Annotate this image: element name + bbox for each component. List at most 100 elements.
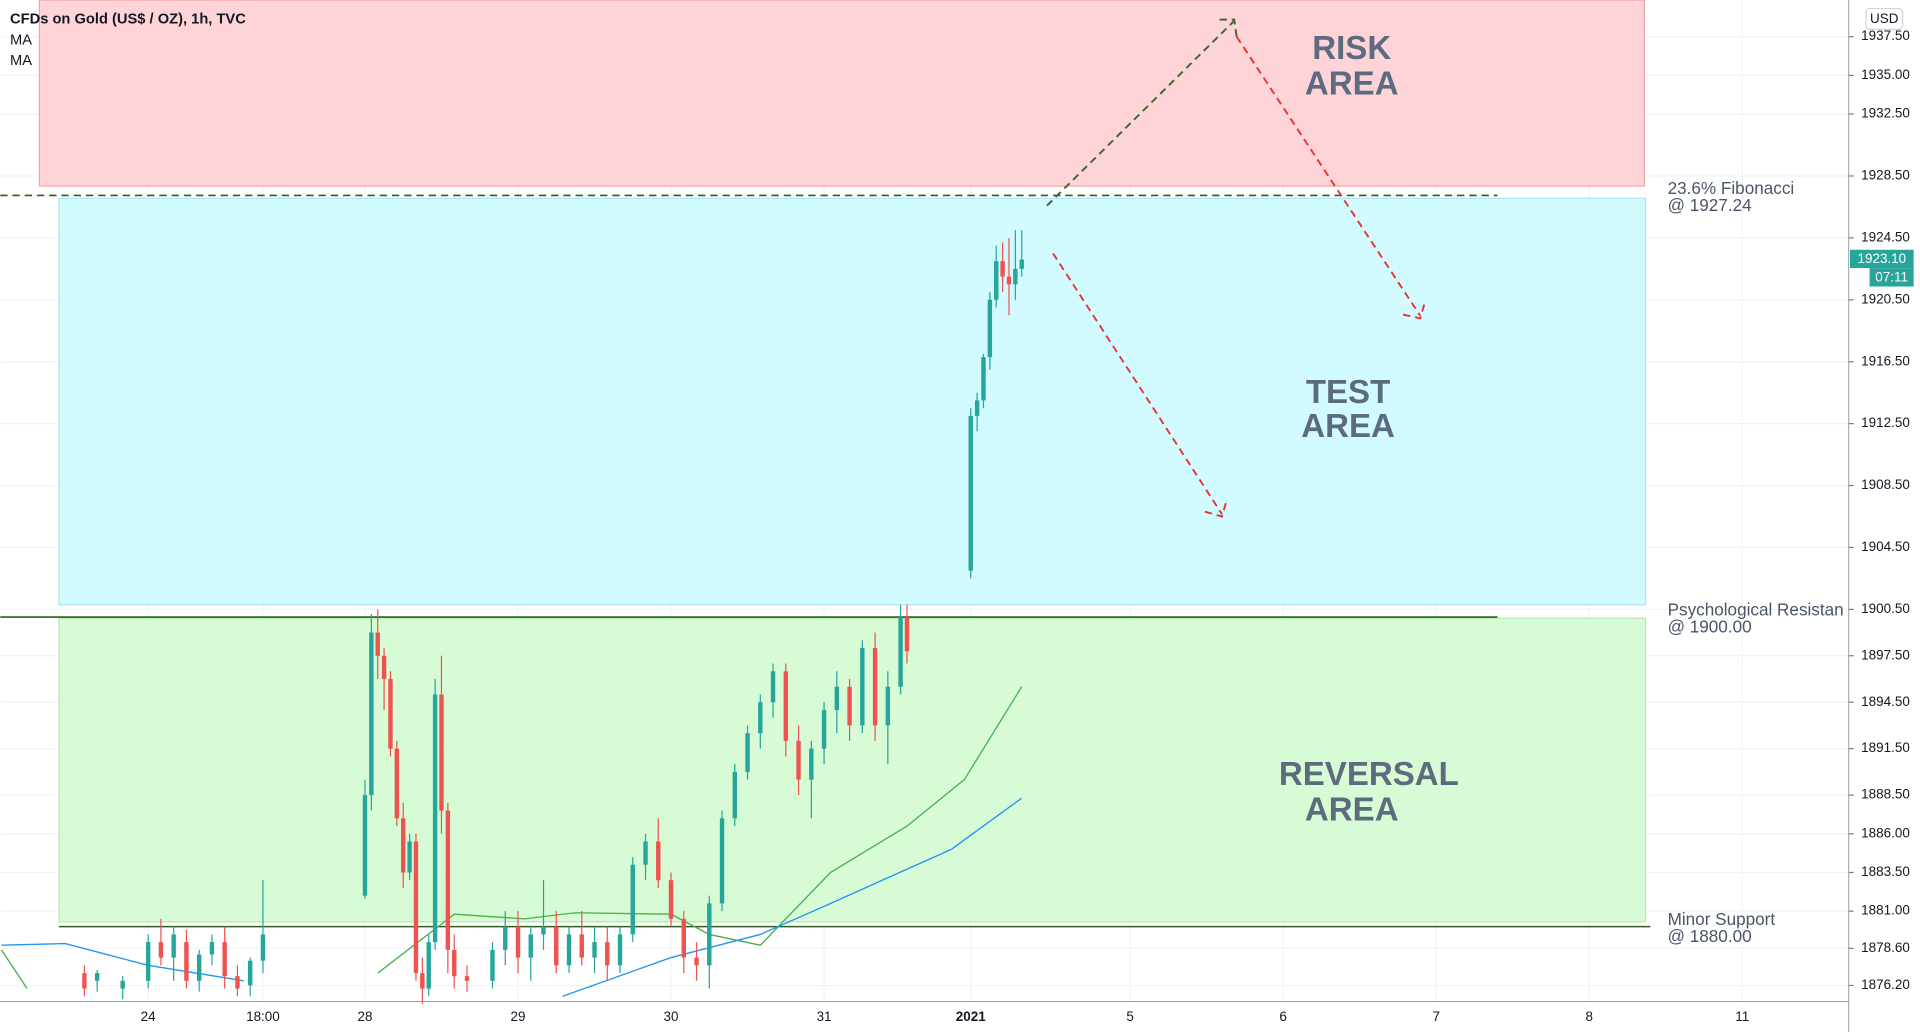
- y-tick-label: 1904.50: [1861, 539, 1910, 554]
- plot: 23.6% Fibonacci@ 1927.24 Psychological Re…: [0, 178, 1844, 1005]
- legend-entry: MA: [10, 32, 32, 48]
- candle-body: [994, 261, 999, 300]
- candle-body: [872, 648, 878, 726]
- candle-body: [158, 942, 164, 958]
- zone-label: AREA: [1305, 791, 1399, 828]
- candle-body: [394, 748, 400, 819]
- y-tick-label: 1912.50: [1861, 415, 1910, 430]
- y-tick-label: 1883.50: [1861, 864, 1910, 879]
- candle-body: [184, 942, 189, 981]
- candle-body: [1000, 261, 1005, 277]
- y-tick-label: 1876.20: [1861, 977, 1910, 992]
- candle-body: [432, 694, 438, 943]
- y-tick-label: 1900.50: [1861, 601, 1910, 616]
- candle-body: [362, 795, 368, 896]
- y-tick-label: 1932.50: [1861, 106, 1910, 121]
- candle-body: [235, 976, 240, 989]
- y-tick-label: 1897.50: [1861, 647, 1910, 662]
- candle-body: [407, 841, 412, 873]
- arrow-head: [1402, 300, 1427, 320]
- y-tick-label: 1924.50: [1861, 229, 1910, 244]
- level-label: @ 1900.00: [1668, 617, 1752, 637]
- y-tick-label: 1886.00: [1861, 825, 1910, 840]
- candle-body: [247, 960, 253, 986]
- candle-body: [381, 655, 387, 679]
- chart-title: CFDs on Gold (US$ / OZ), 1h, TVC: [10, 11, 246, 27]
- x-tick-label: 11: [1735, 1009, 1749, 1024]
- x-tick-label: 2021: [956, 1009, 986, 1024]
- zone-label: RISK: [1312, 30, 1391, 67]
- candle-body: [503, 926, 508, 950]
- x-tick-label: 7: [1432, 1009, 1439, 1024]
- candle-body: [745, 733, 750, 772]
- candle-body: [605, 942, 610, 966]
- x-tick-label: 30: [664, 1009, 679, 1024]
- y-tick-label: 1916.50: [1861, 353, 1910, 368]
- candle-body: [209, 942, 215, 955]
- candle-body: [732, 771, 738, 819]
- candle-body: [656, 841, 661, 881]
- level-label: @ 1927.24: [1668, 195, 1753, 215]
- arrow-head: [1219, 18, 1238, 37]
- candle-body: [758, 702, 763, 734]
- test-zone: [58, 197, 1647, 606]
- candle-body: [94, 973, 100, 981]
- candle-body: [898, 617, 903, 687]
- level-label: Psychological Resistan: [1668, 599, 1844, 619]
- candle-body: [260, 934, 266, 961]
- candle-body: [426, 942, 431, 989]
- zone-label: REVERSAL: [1279, 756, 1459, 793]
- candle-body: [707, 903, 712, 966]
- x-tick-label: 5: [1126, 1009, 1133, 1024]
- candle-body: [630, 864, 635, 935]
- reversal-zone: [58, 617, 1647, 923]
- candle-body: [681, 918, 686, 958]
- candle-body: [515, 926, 521, 958]
- price-tag: [1849, 249, 1914, 269]
- y-tick-label: 1878.60: [1861, 940, 1910, 955]
- y-tick-label: 1937.50: [1861, 28, 1910, 43]
- candle-body: [445, 810, 451, 950]
- candle-body: [420, 973, 425, 989]
- zone-label: AREA: [1301, 408, 1395, 445]
- candle-body: [388, 678, 393, 749]
- level-label: @ 1880.00: [1668, 926, 1752, 946]
- price-tag-label: 1923.10: [1858, 251, 1907, 266]
- unit-badge: [1865, 7, 1904, 30]
- y-tick-label: 1935.00: [1861, 67, 1910, 82]
- candle-body: [375, 632, 380, 656]
- y-tick-label: 1891.50: [1861, 740, 1910, 755]
- candle-body: [860, 648, 865, 726]
- x-tick-label: 8: [1586, 1009, 1593, 1024]
- candle-body: [834, 686, 840, 710]
- ma-line: [1, 797, 1023, 997]
- axes: 1937.50 1935.00 1932.50 1928.50 1924.50 1920.…: [141, 28, 1914, 1024]
- arrow-down: [1052, 252, 1223, 515]
- candle-body: [413, 841, 419, 974]
- candle-body: [821, 709, 827, 749]
- candle-body: [120, 980, 125, 989]
- candle-body: [528, 934, 533, 958]
- y-tick-label: 1894.50: [1861, 694, 1910, 709]
- unit-label: USD: [1870, 11, 1899, 26]
- x-tick-label: 29: [511, 1009, 526, 1024]
- x-tick-label: 28: [357, 1009, 372, 1024]
- x-tick-label: 31: [817, 1009, 832, 1024]
- candle-body: [809, 748, 814, 780]
- candle-body: [439, 694, 444, 811]
- arrow-head: [1204, 499, 1228, 518]
- candle-body: [981, 357, 986, 401]
- candle-body: [1019, 259, 1024, 269]
- candle-body: [719, 818, 725, 904]
- candle-body: [974, 400, 980, 416]
- candle-body: [617, 934, 623, 966]
- candle-body: [968, 415, 973, 571]
- candle-body: [452, 949, 457, 977]
- candle-body: [554, 926, 559, 966]
- y-tick-label: 1928.50: [1861, 168, 1910, 183]
- candle-body: [796, 740, 801, 780]
- candle-body: [904, 617, 910, 652]
- x-tick-label: 18:00: [246, 1009, 280, 1024]
